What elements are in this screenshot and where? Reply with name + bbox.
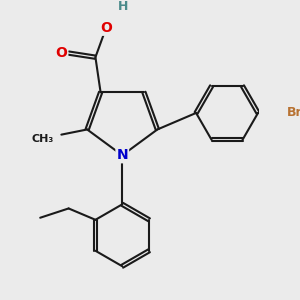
Text: O: O <box>100 21 112 35</box>
Text: CH₃: CH₃ <box>32 134 54 144</box>
Text: N: N <box>116 148 128 162</box>
Text: H: H <box>118 0 128 13</box>
Text: Br: Br <box>287 106 300 119</box>
Text: O: O <box>56 46 67 60</box>
